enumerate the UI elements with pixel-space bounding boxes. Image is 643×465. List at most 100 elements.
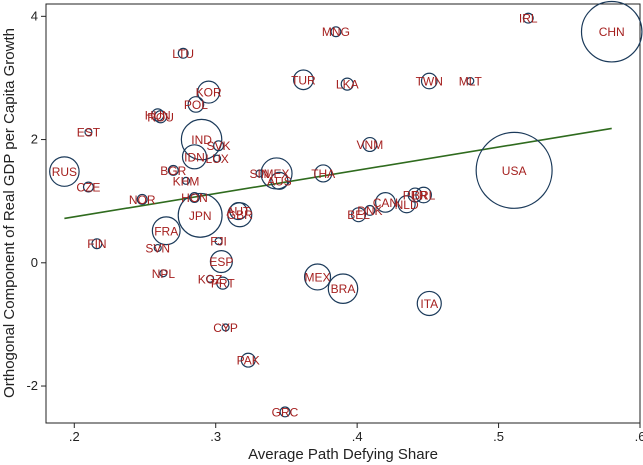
data-point-bubble <box>209 250 233 274</box>
data-point-label: SVN <box>145 242 170 256</box>
data-point-bubble <box>580 0 643 63</box>
data-point-bubble <box>255 169 264 178</box>
data-point-bubble <box>522 12 534 24</box>
data-point-label: FJI <box>210 235 227 249</box>
data-point-bubble <box>213 154 222 163</box>
data-point-label: LUX <box>205 152 228 166</box>
data-point-bubble <box>177 192 223 238</box>
data-point-label: ROU <box>147 110 174 124</box>
data-point-bubble <box>397 195 416 214</box>
data-point-label: PAK <box>237 354 260 368</box>
data-point-label: AUT <box>226 205 251 219</box>
data-point-bubble <box>151 216 181 246</box>
data-point-bubble <box>416 290 442 317</box>
data-point-label: GRC <box>272 405 299 419</box>
data-point-bubble <box>187 96 205 113</box>
bubble-layer <box>49 0 643 418</box>
data-point-label: IRL <box>519 12 538 26</box>
data-point-bubble <box>82 181 94 193</box>
data-point-label: PER <box>403 189 428 203</box>
x-tick-label: .3 <box>210 429 221 444</box>
data-point-label: HON <box>181 191 208 205</box>
x-tick-label: .4 <box>352 429 363 444</box>
data-point-label: CZE <box>76 181 100 195</box>
data-point-label: VNM <box>357 138 384 152</box>
data-point-bubble <box>84 128 93 137</box>
data-point-bubble <box>475 131 553 209</box>
data-point-bubble <box>303 263 332 291</box>
data-point-bubble <box>213 140 225 152</box>
data-point-bubble <box>167 164 179 176</box>
data-point-label: KHM <box>173 174 200 188</box>
data-point-label: POL <box>184 98 208 112</box>
data-point-bubble <box>136 193 148 205</box>
data-point-bubble <box>216 276 230 290</box>
data-point-bubble <box>159 269 168 278</box>
data-point-bubble <box>221 323 230 332</box>
axis-ticks: .2 .3 .4 .5 .6 -2 0 2 4 <box>26 8 643 444</box>
data-point-label: TUR <box>291 73 316 87</box>
data-point-label: FIN <box>87 237 106 251</box>
data-point-label: IND <box>191 133 212 147</box>
data-point-bubble <box>362 136 378 153</box>
plot-frame <box>45 3 641 424</box>
data-point-bubble <box>153 110 168 124</box>
data-point-label: THA <box>311 167 335 181</box>
data-point-label: CHN <box>599 25 625 39</box>
data-point-label: USA <box>502 164 527 178</box>
data-point-label: RUS <box>52 165 77 179</box>
data-point-label: CAN <box>373 196 398 210</box>
data-point-bubble <box>364 204 376 216</box>
data-point-label: SVK <box>207 139 231 153</box>
data-point-bubble <box>279 406 291 418</box>
data-point-label: AUS <box>267 174 292 188</box>
data-point-bubble <box>466 76 475 86</box>
data-point-bubble <box>270 171 289 190</box>
data-point-bubble <box>240 352 256 368</box>
y-tick-label: 0 <box>31 255 38 270</box>
x-tick-label: .2 <box>69 429 80 444</box>
data-point-bubble <box>420 72 438 90</box>
x-tick-label: .5 <box>493 429 504 444</box>
data-point-label: CYP <box>213 321 238 335</box>
data-point-label: MNG <box>322 25 350 39</box>
data-point-bubble <box>151 108 165 122</box>
y-tick-label: 2 <box>31 132 38 147</box>
data-point-bubble <box>177 47 189 59</box>
data-point-label: NPL <box>152 267 176 281</box>
data-point-bubble <box>153 243 162 253</box>
data-point-bubble <box>197 80 221 104</box>
data-point-bubble <box>375 192 396 213</box>
data-point-label: NLD <box>395 198 419 212</box>
data-point-label: SIN <box>250 167 270 181</box>
data-point-bubble <box>292 69 314 91</box>
data-point-label: ESP <box>209 255 233 269</box>
data-point-label: PRT <box>211 277 235 291</box>
data-point-bubble <box>180 118 223 161</box>
y-axis-title: Orthogonal Component of Real GDP per Cap… <box>1 28 18 398</box>
data-point-label: BRA <box>331 282 356 296</box>
x-tick-label: .6 <box>635 429 643 444</box>
data-point-label: EST <box>77 126 101 140</box>
x-axis-title: Average Path Defying Share <box>248 446 438 463</box>
data-point-label: MEX <box>264 167 290 181</box>
data-point-bubble <box>327 273 359 304</box>
fitted-line <box>64 127 612 220</box>
data-point-bubble <box>49 156 80 187</box>
data-point-label: FRA <box>154 224 178 238</box>
data-point-bubble <box>214 237 223 246</box>
data-point-label: BEL <box>347 208 370 222</box>
y-tick-label: -2 <box>26 378 38 393</box>
data-point-label: BRL <box>412 189 436 203</box>
fit-line-layer <box>64 127 612 220</box>
data-point-label: IDN <box>184 150 205 164</box>
data-point-label: NOR <box>129 193 156 207</box>
data-point-label: LKA <box>336 78 359 92</box>
data-point-label: ITA <box>420 297 438 311</box>
data-point-bubble <box>314 164 333 183</box>
data-point-label: DNK <box>357 204 382 218</box>
data-point-bubble <box>205 274 215 283</box>
data-point-bubble <box>415 186 432 204</box>
